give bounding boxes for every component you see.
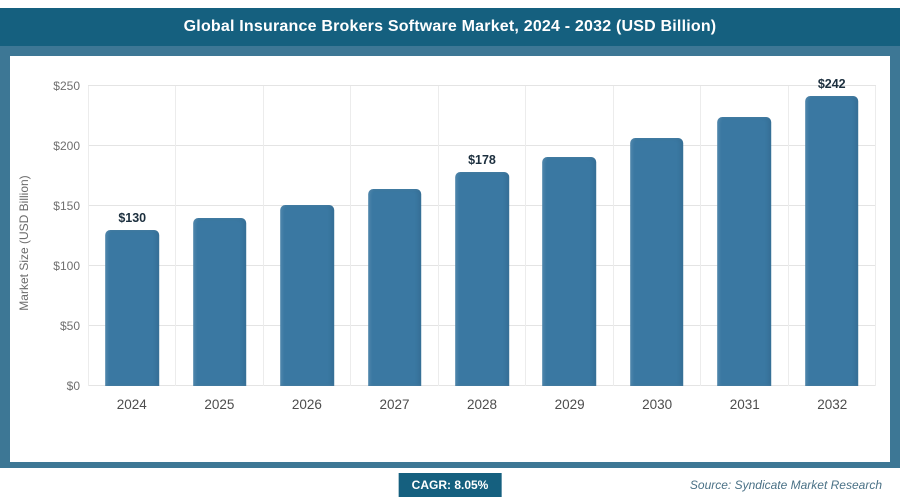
bar-2032: [804, 95, 859, 386]
y-tick-label: $100: [53, 259, 80, 273]
y-tick-label: $250: [53, 79, 80, 93]
x-label-2031: 2031: [729, 396, 760, 412]
x-label-2025: 2025: [204, 396, 235, 412]
gridline: [88, 85, 876, 86]
x-label-2028: 2028: [467, 396, 498, 412]
y-tick-label: $50: [59, 319, 80, 333]
chart-header: Global Insurance Brokers Software Market…: [0, 8, 900, 46]
source-text: Source: Syndicate Market Research: [689, 478, 882, 492]
plot-area: $0 $50 $100 $150 $200 $250 $130 $178 $242: [53, 77, 876, 393]
bar-2025: [192, 218, 247, 386]
x-label-2032: 2032: [817, 396, 848, 412]
bar-cell-2029: [526, 86, 614, 386]
bar-cell-2027: [351, 86, 439, 386]
gridline: [88, 145, 876, 146]
x-axis: 2024 2025 2026 2027 2028 2029 2030 2031 2032: [88, 386, 876, 422]
x-label-2027: 2027: [379, 396, 410, 412]
bar-cell-2026: [264, 86, 352, 386]
y-tick-label: $150: [53, 199, 80, 213]
bar-2031: [717, 117, 772, 386]
x-label-2024: 2024: [116, 396, 147, 412]
bar-cell-2025: [176, 86, 264, 386]
bar-cell-2032: $242: [789, 77, 876, 386]
chart-footer: CAGR: 8.05% Source: Syndicate Market Res…: [0, 468, 900, 500]
x-label-2029: 2029: [554, 396, 585, 412]
y-tick-label: $0: [66, 379, 80, 393]
bar-cell-2024: $130: [89, 86, 177, 386]
x-label-2026: 2026: [291, 396, 322, 412]
chart-panel: Market Size (USD Billion) $0 $50 $100 $150 $…: [10, 56, 890, 462]
chart-title: Global Insurance Brokers Software Market…: [183, 18, 717, 35]
bar-2029: [542, 156, 597, 386]
bar-series: $130 $178 $242: [88, 77, 876, 386]
cagr-badge: CAGR: 8.05%: [398, 473, 502, 497]
data-label-2032: $242: [817, 76, 846, 91]
bar-cell-2028: $178: [439, 86, 527, 386]
bar-2028: [455, 172, 509, 386]
chart-frame: Market Size (USD Billion) $0 $50 $100 $150 $…: [0, 46, 900, 468]
data-label-2024: $130: [118, 211, 147, 225]
data-label-2028: $178: [468, 153, 496, 168]
bar-2026: [280, 204, 334, 386]
bar-2030: [630, 137, 684, 386]
bar-2024: [105, 230, 160, 386]
bar-2027: [367, 189, 422, 386]
y-axis-title: Market Size (USD Billion): [17, 175, 31, 311]
x-label-2030: 2030: [642, 396, 673, 412]
bar-cell-2030: [614, 86, 702, 386]
y-tick-label: $200: [53, 139, 80, 153]
bar-cell-2031: [701, 86, 789, 386]
